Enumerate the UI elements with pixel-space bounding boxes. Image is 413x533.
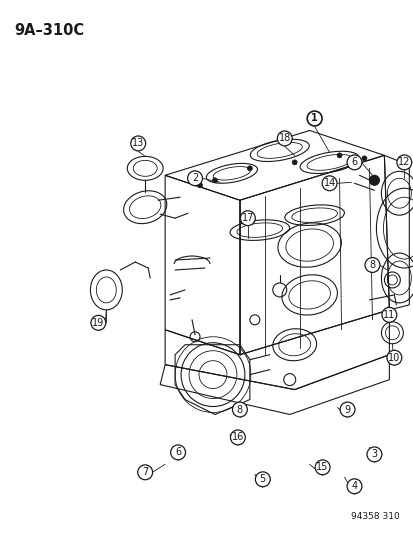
Circle shape: [368, 175, 378, 185]
Circle shape: [255, 472, 270, 487]
Text: 2: 2: [192, 173, 198, 183]
Text: 6: 6: [175, 447, 181, 457]
Circle shape: [346, 155, 361, 170]
Circle shape: [131, 136, 145, 151]
Text: 12: 12: [397, 157, 410, 167]
Circle shape: [336, 153, 341, 158]
Text: 6: 6: [351, 157, 357, 167]
Text: 3: 3: [370, 449, 377, 459]
Text: 9: 9: [344, 405, 350, 415]
Text: 16: 16: [231, 432, 243, 442]
Text: 7: 7: [142, 467, 148, 478]
Text: 17: 17: [241, 213, 254, 223]
Text: 11: 11: [382, 310, 394, 320]
Text: 8: 8: [368, 260, 375, 270]
Circle shape: [314, 460, 329, 475]
Text: 15: 15: [316, 462, 328, 472]
Circle shape: [247, 166, 252, 171]
Circle shape: [321, 176, 336, 191]
Circle shape: [339, 402, 354, 417]
Circle shape: [187, 171, 202, 185]
Circle shape: [306, 111, 321, 126]
Circle shape: [232, 402, 247, 417]
Circle shape: [346, 479, 361, 494]
Text: 4: 4: [351, 481, 357, 491]
Text: 18: 18: [278, 133, 290, 143]
Circle shape: [361, 156, 366, 161]
Text: 9A–310C: 9A–310C: [14, 23, 85, 38]
Circle shape: [364, 257, 379, 272]
Circle shape: [381, 308, 396, 322]
Text: 1: 1: [311, 114, 317, 124]
Circle shape: [292, 160, 297, 165]
Circle shape: [230, 430, 245, 445]
Circle shape: [170, 445, 185, 460]
Circle shape: [366, 447, 381, 462]
Text: 19: 19: [92, 318, 104, 328]
Circle shape: [197, 183, 202, 188]
Text: 5: 5: [259, 474, 265, 484]
Circle shape: [212, 178, 217, 183]
Text: 14: 14: [323, 178, 335, 188]
Circle shape: [396, 155, 411, 170]
Circle shape: [91, 316, 106, 330]
Text: 8: 8: [236, 405, 242, 415]
Circle shape: [240, 211, 255, 225]
Text: 10: 10: [387, 353, 399, 362]
Text: 94358 310: 94358 310: [350, 512, 399, 521]
Text: 13: 13: [132, 139, 144, 148]
Circle shape: [277, 131, 292, 146]
Circle shape: [386, 350, 401, 365]
Circle shape: [138, 465, 152, 480]
